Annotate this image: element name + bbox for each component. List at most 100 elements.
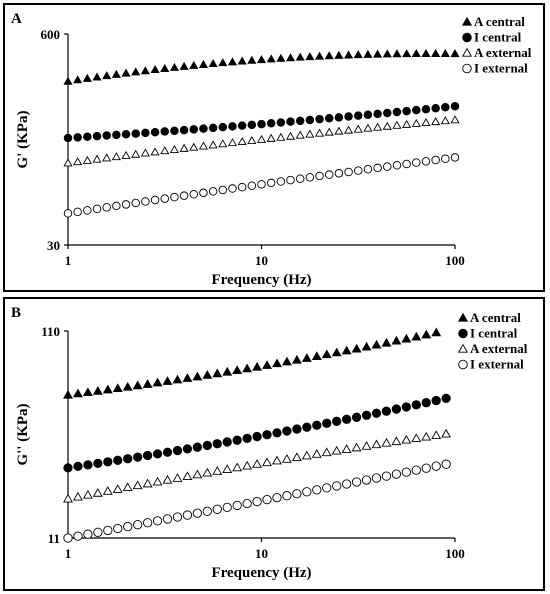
data-point	[102, 486, 113, 495]
legend-marker	[462, 63, 472, 74]
data-point	[431, 103, 440, 113]
data-point	[189, 189, 199, 199]
data-point	[202, 467, 213, 477]
data-point	[391, 404, 402, 414]
data-point	[160, 127, 169, 136]
data-point	[421, 104, 431, 114]
data-point	[401, 434, 412, 444]
data-point	[361, 341, 372, 351]
data-point	[441, 459, 451, 469]
data-point	[351, 477, 362, 487]
data-point	[305, 115, 315, 125]
panel-label: A	[11, 11, 22, 27]
data-point	[172, 512, 183, 522]
data-point	[63, 493, 73, 503]
data-point	[132, 480, 143, 490]
data-point	[272, 358, 282, 368]
data-point	[441, 428, 452, 438]
data-point	[381, 471, 392, 481]
data-point	[431, 461, 441, 471]
data-point	[131, 129, 140, 138]
data-point	[150, 127, 160, 137]
data-point	[162, 474, 173, 484]
data-point	[222, 464, 233, 473]
data-point	[361, 475, 372, 485]
data-point	[121, 129, 131, 139]
data-point	[192, 508, 203, 518]
data-point	[257, 119, 266, 129]
data-point	[256, 134, 267, 143]
data-point	[343, 125, 354, 134]
data-point	[122, 381, 133, 391]
data-point	[315, 171, 324, 181]
data-point	[121, 150, 131, 159]
data-point	[222, 366, 233, 376]
data-point	[311, 449, 322, 458]
data-point	[256, 55, 267, 64]
data-point	[111, 69, 121, 78]
data-point	[371, 473, 382, 483]
data-point	[421, 48, 431, 57]
data-point	[141, 128, 150, 138]
data-point	[381, 406, 392, 416]
data-point	[440, 49, 450, 58]
data-point	[189, 125, 199, 134]
data-point	[247, 181, 257, 190]
data-point	[83, 529, 93, 539]
data-point	[324, 127, 334, 136]
data-point	[170, 192, 179, 202]
x-tick-label: 1	[65, 546, 72, 561]
data-point	[218, 139, 228, 148]
data-point	[142, 379, 153, 388]
data-point	[160, 63, 170, 72]
data-point	[354, 111, 363, 120]
data-point	[92, 72, 102, 81]
data-point	[401, 333, 412, 343]
x-axis-title: Frequency (Hz)	[211, 565, 311, 581]
data-point	[252, 496, 262, 507]
legend-label: A central	[470, 310, 521, 325]
data-point	[73, 157, 83, 166]
data-point	[242, 363, 253, 373]
data-point	[140, 148, 150, 157]
data-point	[411, 49, 421, 58]
legend-label: I central	[474, 30, 522, 45]
data-point	[402, 106, 411, 116]
data-point	[402, 159, 411, 169]
data-point	[311, 351, 322, 361]
data-point	[122, 482, 133, 492]
data-point	[232, 435, 242, 445]
legend-marker	[458, 328, 468, 339]
data-point	[271, 455, 282, 465]
data-point	[354, 166, 363, 175]
data-point	[83, 206, 92, 215]
data-point	[305, 52, 315, 61]
data-point	[92, 204, 102, 214]
data-point	[381, 437, 392, 447]
data-point	[242, 433, 252, 444]
legend-label: I central	[470, 326, 518, 341]
legend-label: A external	[474, 45, 532, 60]
data-point	[63, 133, 73, 143]
data-point	[92, 487, 103, 497]
data-point	[112, 383, 123, 393]
data-point	[112, 201, 121, 211]
data-point	[431, 155, 440, 165]
data-point	[142, 478, 153, 488]
data-point	[392, 161, 402, 170]
data-point	[202, 440, 212, 451]
data-point	[257, 180, 266, 189]
data-point	[440, 116, 450, 125]
data-point	[73, 461, 83, 472]
data-point	[411, 400, 421, 410]
data-point	[82, 73, 92, 82]
data-point	[198, 59, 209, 68]
data-point	[441, 103, 450, 112]
legend-label: I external	[474, 61, 528, 76]
data-point	[285, 53, 296, 62]
data-point	[266, 178, 276, 188]
data-point	[431, 327, 442, 337]
data-point	[102, 153, 112, 162]
data-point	[140, 66, 150, 75]
data-point	[92, 386, 103, 395]
